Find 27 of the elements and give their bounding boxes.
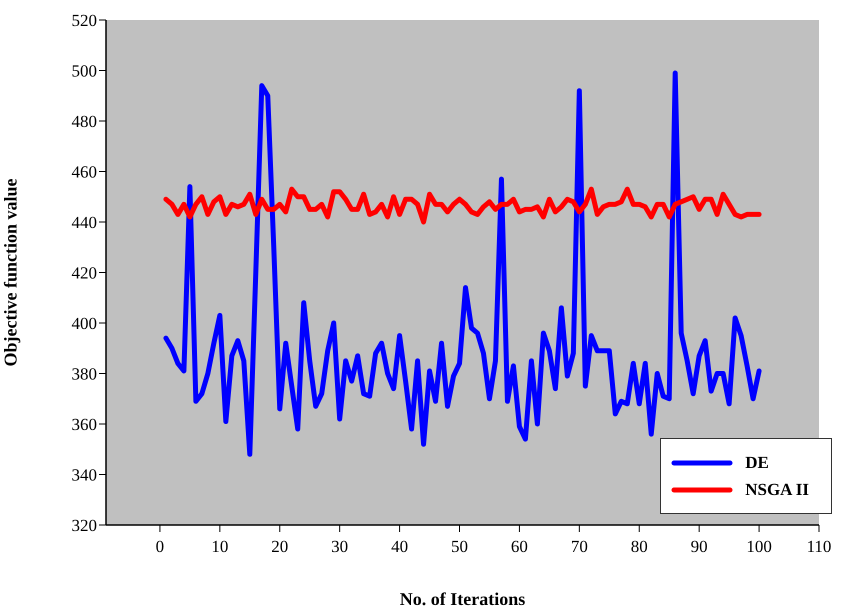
x-tick-label: 20 bbox=[271, 537, 288, 556]
y-tick-label: 400 bbox=[72, 314, 97, 334]
x-tick-label: 80 bbox=[630, 537, 648, 556]
legend-label: NSGA II bbox=[745, 480, 809, 500]
legend-label: DE bbox=[745, 452, 769, 472]
x-tick-label: 100 bbox=[746, 537, 772, 556]
y-tick-label: 360 bbox=[72, 415, 97, 434]
x-tick-label: 70 bbox=[570, 537, 588, 556]
x-tick-label: 0 bbox=[156, 537, 164, 556]
y-tick-label: 380 bbox=[72, 364, 97, 384]
x-tick-label: 30 bbox=[331, 537, 348, 556]
y-tick-label: 440 bbox=[72, 213, 97, 232]
x-tick-label: 90 bbox=[690, 537, 708, 556]
y-tick-label: 320 bbox=[72, 516, 97, 536]
y-tick-label: 520 bbox=[72, 11, 97, 30]
y-tick-label: 500 bbox=[72, 62, 97, 81]
x-tick-label: 110 bbox=[806, 537, 832, 556]
x-tick-label: 40 bbox=[391, 537, 408, 556]
y-tick-label: 340 bbox=[72, 466, 97, 485]
x-tick-label: 60 bbox=[510, 537, 528, 556]
y-tick-label: 420 bbox=[72, 264, 97, 283]
x-tick-label: 10 bbox=[211, 537, 228, 556]
y-axis-title: Objective function value bbox=[0, 178, 20, 366]
y-tick-label: 460 bbox=[72, 162, 97, 182]
y-tick-label: 480 bbox=[72, 112, 97, 132]
x-axis-title: No. of Iterations bbox=[400, 589, 526, 609]
x-tick-label: 50 bbox=[451, 537, 468, 556]
